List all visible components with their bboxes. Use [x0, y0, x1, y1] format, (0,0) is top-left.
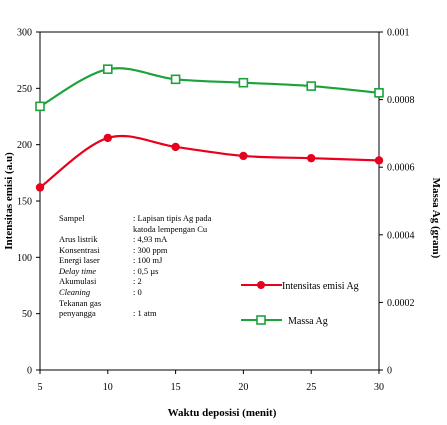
- info-key: Sampel: [59, 213, 85, 223]
- right-axis-ticks: 0 0.0002 0.0004 0.0006 0.0008 0.001: [379, 28, 415, 377]
- legend-marker-massa: [256, 315, 266, 325]
- data-point-massa: [374, 88, 384, 98]
- series-layer: [35, 64, 384, 192]
- data-point-massa: [170, 74, 181, 85]
- legend-entry-massa: Massa Ag: [241, 315, 328, 327]
- info-value: : 0,5 µs: [133, 265, 159, 276]
- right-tick-label: 0.0008: [387, 95, 415, 106]
- x-tick-label: 5: [38, 382, 43, 393]
- x-axis-title: Waktu deposisi (menit): [168, 407, 277, 419]
- info-key: Konsentrasi: [59, 244, 100, 255]
- info-value: : Lapisan tipis Ag pada katoda lempengan…: [133, 213, 212, 234]
- info-value: : 2: [133, 276, 142, 287]
- info-value: : 0: [133, 286, 142, 297]
- data-point-massa: [306, 81, 317, 91]
- info-value: : 100 mJ: [133, 255, 163, 266]
- left-tick-label: 250: [17, 84, 32, 95]
- left-tick-label: 200: [17, 140, 32, 151]
- data-point-massa: [238, 77, 249, 88]
- left-tick-label: 150: [17, 197, 32, 208]
- info-value: : 1 atm: [133, 308, 157, 319]
- info-value: : 300 ppm: [133, 244, 168, 255]
- info-key: Akumulasi: [59, 276, 97, 287]
- left-tick-label: 300: [17, 28, 32, 39]
- legend-marker-intensitas: [257, 281, 265, 289]
- series-line-intensitas: [39, 134, 380, 189]
- right-tick-label: 0: [387, 366, 392, 377]
- series-line-massa: [39, 67, 380, 108]
- x-tick-label: 10: [103, 382, 113, 393]
- right-tick-label: 0.0004: [387, 230, 415, 241]
- data-point-intensitas: [171, 142, 180, 152]
- x-tick-label: 30: [374, 382, 384, 393]
- data-point-massa: [103, 64, 113, 74]
- x-tick-label: 15: [171, 382, 181, 393]
- legend-label-massa: Massa Ag: [288, 316, 328, 327]
- x-axis-ticks: 5 10 15 20 25 30: [38, 370, 384, 393]
- legend-entry-intensitas: Intensitas emisi Ag: [241, 281, 359, 292]
- legend-label-intensitas: Intensitas emisi Ag: [282, 281, 359, 292]
- data-point-intensitas: [239, 151, 248, 161]
- plot-area: [39, 31, 380, 371]
- data-point-intensitas: [374, 156, 384, 165]
- data-point-intensitas: [307, 153, 316, 163]
- info-key: Delay time: [59, 265, 97, 276]
- left-axis-title: Intensitas emisi (a.u): [3, 152, 15, 250]
- info-key: Cleaning: [59, 286, 91, 297]
- left-tick-label: 100: [17, 253, 32, 264]
- info-key: Energi laser: [59, 255, 100, 266]
- x-tick-label: 20: [238, 382, 248, 393]
- left-tick-label: 50: [22, 309, 32, 320]
- left-axis-ticks: 0 50 100 150 200 250 300: [17, 28, 40, 377]
- data-point-intensitas: [35, 183, 45, 192]
- x-tick-label: 25: [306, 382, 316, 393]
- data-point-intensitas: [103, 133, 113, 143]
- info-value: : 4,93 mA: [133, 234, 168, 244]
- right-tick-label: 0.0002: [387, 298, 415, 309]
- right-axis-title: Massa Ag (gram): [430, 178, 442, 259]
- info-key: Tekanan gas penyangga: [59, 297, 102, 319]
- data-point-massa: [35, 101, 45, 112]
- right-tick-label: 0.001: [387, 28, 410, 39]
- right-tick-label: 0.0006: [387, 163, 415, 174]
- left-tick-label: 0: [27, 366, 32, 377]
- legend: Intensitas emisi Ag Massa Ag: [241, 281, 359, 327]
- info-key: Arus listrik: [59, 234, 98, 244]
